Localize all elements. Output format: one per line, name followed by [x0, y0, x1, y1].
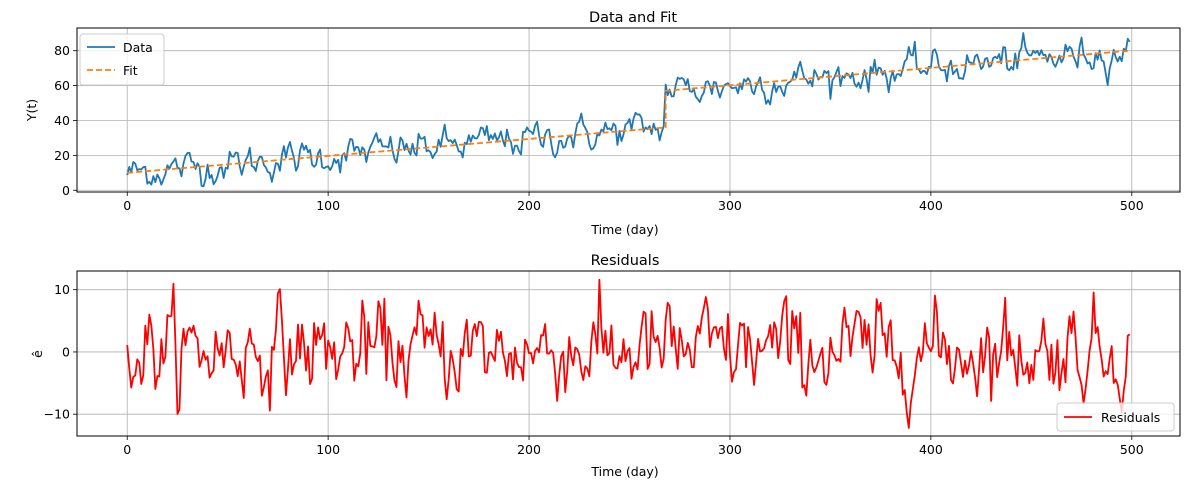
series-line-data [126, 32, 1131, 188]
x-tick-label: 500 [1120, 442, 1144, 457]
legend-box [1056, 402, 1175, 432]
y-tick-label: 0 [62, 344, 70, 359]
axes-frame [76, 270, 1181, 437]
x-tick-label: 400 [919, 442, 943, 457]
ticks: 0 100 200 300 400 500 0 20 40 60 80 [54, 43, 1144, 213]
data-and-fit-plot: Data and Fit 0 100 200 300 400 500 0 20 40 60 80 T… [24, 10, 1181, 237]
grid [77, 28, 1180, 192]
legend-label-data: Data [123, 40, 153, 55]
x-axis-label: Time (day) [590, 464, 658, 479]
series-line-fit [127, 49, 1130, 174]
x-axis-label: Time (day) [590, 222, 658, 237]
y-tick-label: −10 [44, 407, 70, 422]
x-tick-label: 200 [517, 442, 541, 457]
y-tick-label: 10 [54, 282, 70, 297]
x-tick-label: 0 [123, 442, 131, 457]
x-tick-label: 0 [123, 198, 131, 213]
plot-title: Data and Fit [589, 10, 677, 26]
y-tick-label: 20 [54, 148, 70, 163]
legend-label-residuals: Residuals [1101, 410, 1160, 425]
residuals-plot: Residuals 0 100 200 300 400 500 −10 0 10 Time (d… [30, 253, 1181, 479]
axes-frame [76, 27, 1181, 193]
legend-label-fit: Fit [123, 63, 138, 78]
x-tick-label: 300 [718, 442, 742, 457]
series-layer [126, 278, 1131, 429]
legend: Residuals [1056, 402, 1175, 432]
x-tick-label: 400 [919, 198, 943, 213]
y-tick-label: 60 [54, 78, 70, 93]
x-tick-label: 500 [1120, 198, 1144, 213]
legend: Data Fit [79, 33, 165, 86]
series-layer [126, 32, 1131, 188]
y-axis-label: Y(t) [24, 99, 39, 122]
x-tick-label: 100 [316, 442, 340, 457]
x-tick-label: 300 [718, 198, 742, 213]
plot-title: Residuals [591, 253, 660, 269]
y-axis-label: ê [30, 350, 45, 358]
x-tick-label: 200 [517, 198, 541, 213]
y-tick-label: 80 [54, 43, 70, 58]
series-line-residuals [126, 278, 1131, 429]
x-tick-label: 100 [316, 198, 340, 213]
y-tick-label: 40 [54, 113, 70, 128]
ticks: 0 100 200 300 400 500 −10 0 10 [44, 282, 1144, 457]
y-tick-label: 0 [62, 183, 70, 198]
